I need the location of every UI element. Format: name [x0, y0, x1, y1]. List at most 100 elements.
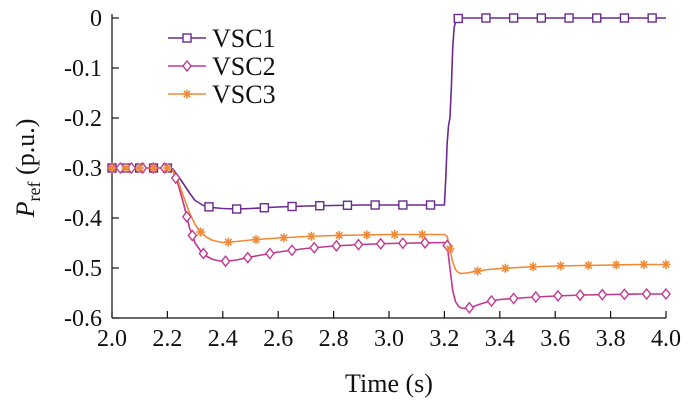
data-point-vsc2	[597, 288, 608, 301]
series-line-vsc3	[112, 167, 666, 275]
data-point-vsc3	[390, 230, 400, 239]
data-point-vsc1	[204, 202, 214, 212]
data-point-vsc2	[170, 171, 181, 185]
y-tick-label: -0.4	[64, 206, 102, 232]
legend-marker-vsc3	[182, 89, 192, 99]
data-point-vsc3	[107, 163, 117, 173]
x-tick-label: 3.6	[540, 326, 570, 352]
x-ticks: 2.0 2.2 2.4 2.6 2.8 3.0 3.2 3.4 3.6 3.8 4.0	[97, 311, 681, 352]
data-point-vsc1	[564, 13, 574, 23]
data-point-vsc2	[181, 210, 192, 223]
legend-marker-vsc2	[182, 59, 192, 73]
data-point-vsc3	[279, 233, 289, 243]
legend-label-vsc2: VSC2	[212, 52, 276, 81]
data-point-vsc3	[639, 260, 649, 269]
data-point-vsc2	[619, 288, 630, 301]
legend-marker-vsc1	[182, 33, 192, 43]
plot-frame	[111, 14, 666, 319]
data-point-vsc2	[508, 292, 519, 305]
legend-label-vsc1: VSC1	[212, 24, 276, 53]
y-tick-label: 0	[90, 6, 102, 32]
data-point-vsc1	[508, 13, 519, 23]
x-tick-label: 2.0	[97, 326, 127, 352]
data-point-vsc3	[251, 235, 261, 245]
data-point-vsc3	[162, 163, 172, 173]
y-ticks: 0 -0.1 -0.2 -0.3 -0.4 -0.5 -0.6	[64, 6, 119, 332]
data-point-vsc3	[417, 230, 427, 239]
data-point-vsc1	[425, 200, 436, 210]
series-markers	[107, 13, 671, 314]
data-point-vsc3	[445, 244, 455, 254]
data-point-vsc3	[334, 230, 344, 240]
x-tick-label: 3.4	[485, 326, 515, 352]
legend-label-vsc3: VSC3	[212, 80, 276, 109]
data-point-vsc1	[481, 13, 491, 23]
y-tick-label: -0.3	[64, 156, 102, 182]
data-point-vsc2	[661, 287, 671, 301]
x-axis-title: Time (s)	[345, 369, 433, 398]
data-point-vsc3	[473, 266, 483, 276]
data-point-vsc1	[398, 200, 408, 210]
data-point-vsc2	[464, 301, 475, 314]
data-point-vsc3	[583, 260, 593, 270]
data-point-vsc2	[309, 241, 320, 254]
y-tick-label: -0.1	[64, 56, 102, 82]
data-point-vsc2	[353, 238, 364, 251]
data-point-vsc1	[287, 201, 297, 212]
data-point-vsc2	[486, 294, 497, 308]
data-point-vsc2	[641, 287, 652, 301]
data-point-vsc1	[231, 204, 242, 214]
series-line-vsc2	[112, 167, 666, 310]
data-point-vsc3	[611, 260, 621, 270]
x-tick-label: 3.0	[374, 326, 404, 352]
x-tick-label: 4.0	[651, 326, 681, 352]
data-point-vsc1	[370, 200, 380, 210]
data-point-vsc3	[121, 163, 131, 173]
x-tick-label: 3.8	[596, 326, 626, 352]
data-point-vsc3	[223, 237, 233, 247]
data-point-vsc3	[306, 231, 316, 241]
data-point-vsc1	[647, 13, 657, 23]
y-axis-title-suffix: (p.u.)	[11, 119, 40, 182]
data-point-vsc1	[453, 13, 463, 24]
series-lines	[112, 17, 666, 310]
data-point-vsc2	[220, 255, 231, 268]
data-point-vsc3	[196, 227, 206, 237]
data-point-vsc3	[528, 262, 538, 272]
x-tick-label: 2.2	[152, 326, 182, 352]
data-point-vsc1	[342, 200, 353, 210]
data-point-vsc1	[315, 201, 325, 211]
data-point-vsc3	[500, 263, 510, 273]
x-tick-label: 2.4	[208, 326, 238, 352]
data-point-vsc2	[287, 244, 297, 257]
data-point-vsc2	[331, 239, 342, 252]
data-point-vsc2	[264, 247, 275, 260]
y-tick-label: -0.2	[64, 106, 102, 132]
data-point-vsc3	[661, 260, 671, 269]
series-line-vsc1	[112, 17, 666, 210]
data-point-vsc3	[362, 230, 372, 240]
y-axis-title: Pref (p.u.)	[11, 119, 44, 219]
y-axis-title-sub: ref	[24, 181, 44, 201]
x-tick-label: 2.8	[319, 326, 349, 352]
data-point-vsc3	[135, 163, 145, 173]
data-point-vsc2	[420, 236, 430, 249]
data-point-vsc3	[149, 163, 159, 173]
y-tick-label: -0.6	[64, 306, 102, 332]
data-point-vsc2	[242, 251, 253, 264]
y-axis-title-main: P	[11, 201, 40, 218]
data-point-vsc1	[592, 13, 602, 23]
data-point-vsc2	[575, 288, 586, 302]
data-point-vsc1	[536, 13, 547, 23]
y-tick-label: -0.5	[64, 256, 102, 282]
data-point-vsc2	[187, 229, 198, 242]
data-point-vsc1	[619, 13, 630, 23]
data-point-vsc3	[556, 261, 566, 271]
x-tick-label: 3.2	[429, 326, 459, 352]
x-tick-label: 2.6	[263, 326, 293, 352]
data-point-vsc2	[530, 290, 541, 304]
data-point-vsc2	[553, 289, 563, 303]
data-point-vsc1	[259, 203, 270, 213]
